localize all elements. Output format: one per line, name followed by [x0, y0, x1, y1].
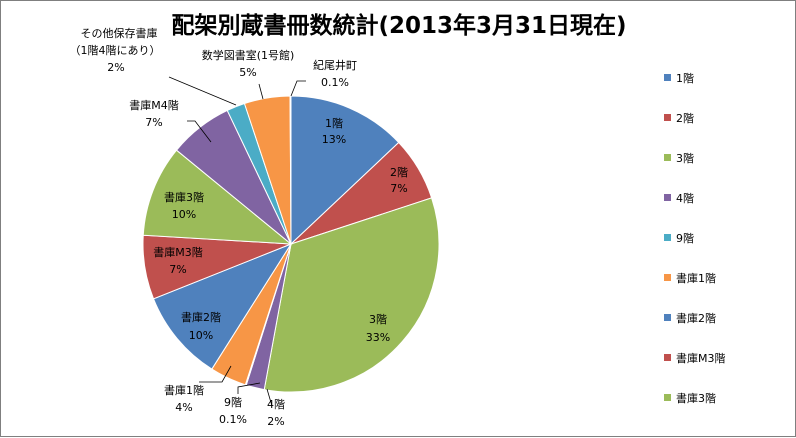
pie-slices: [142, 95, 440, 393]
legend-swatch: [664, 194, 671, 201]
slice-label-name: その他保存書庫: [81, 26, 158, 40]
leader-line: [199, 365, 232, 383]
legend: 1階 2階 3階 4階 9階 書庫1階 書庫2階 書庫M3階 書庫3階: [664, 71, 726, 405]
pie-slice: [289, 95, 292, 245]
leader-line: [237, 382, 261, 394]
slice-label-name: 1階: [325, 116, 343, 130]
legend-label: 2階: [676, 111, 694, 125]
slice-label-name: 4階: [267, 397, 285, 411]
slice-label-value: 5%: [239, 66, 256, 79]
slice-label-name: 書庫3階: [164, 190, 204, 204]
legend-swatch: [664, 354, 671, 361]
slice-label-name: 数学図書室(1号館): [202, 48, 295, 62]
slice-label-name: 3階: [369, 312, 387, 326]
leader-line: [168, 76, 237, 106]
slice-label-value: 2%: [267, 415, 284, 428]
slice-label-name: 紀尾井町: [313, 58, 357, 72]
slice-label-value: 7%: [169, 263, 186, 276]
legend-swatch: [664, 314, 671, 321]
leader-line: [266, 388, 273, 407]
legend-swatch: [664, 274, 671, 281]
slice-label-name: 2階: [390, 165, 408, 179]
slice-label-value: 4%: [175, 401, 192, 414]
pie-slice: [263, 197, 440, 393]
slice-label-value: 7%: [145, 116, 162, 129]
legend-label: 4階: [676, 191, 694, 205]
legend-swatch: [664, 154, 671, 161]
slice-label-value: 0.1%: [219, 413, 247, 426]
slice-label-name: 書庫2階: [181, 310, 221, 324]
slice-label-value: 33%: [366, 331, 390, 344]
legend-label: 書庫M3階: [676, 351, 726, 365]
slice-label-value: 13%: [322, 133, 346, 146]
outside-labels: 4階 2% 9階 0.1% 書庫1階 4% 書庫M4階 7% その他保存書庫 （…: [70, 26, 358, 428]
slice-label-value: 0.1%: [321, 76, 349, 89]
slice-label-name: （1階4階にあり）: [70, 43, 161, 57]
inside-labels: 1階 13% 2階 7% 3階 33% 書庫2階 10% 書庫M3階 7% 書庫…: [153, 116, 408, 344]
slice-label-name: 書庫M3階: [153, 245, 203, 259]
slice-label-name: 書庫M4階: [129, 98, 179, 112]
legend-label: 1階: [676, 71, 694, 85]
pie-slice: [290, 95, 400, 246]
slice-label-value: 7%: [390, 182, 407, 195]
slice-label-name: 9階: [224, 395, 242, 409]
leader-line: [187, 120, 212, 143]
slice-label-value: 2%: [107, 61, 124, 74]
slice-label-name: 書庫1階: [164, 383, 204, 397]
legend-label: 3階: [676, 151, 694, 165]
legend-swatch: [664, 394, 671, 401]
pie-slice: [142, 149, 293, 245]
legend-swatch: [664, 114, 671, 121]
slice-label-value: 10%: [172, 208, 196, 221]
legend-swatch: [664, 234, 671, 241]
leader-line: [258, 83, 264, 100]
pie-slice: [152, 242, 293, 370]
legend-label: 書庫3階: [676, 391, 716, 405]
legend-label: 9階: [676, 231, 694, 245]
legend-swatch: [664, 74, 671, 81]
legend-label: 書庫1階: [676, 271, 716, 285]
slice-label-value: 10%: [189, 329, 213, 342]
legend-label: 書庫2階: [676, 311, 716, 325]
chart-title: 配架別蔵書冊数統計(2013年3月31日現在): [171, 12, 626, 39]
leader-lines: [168, 76, 306, 407]
leader-line: [290, 80, 306, 97]
